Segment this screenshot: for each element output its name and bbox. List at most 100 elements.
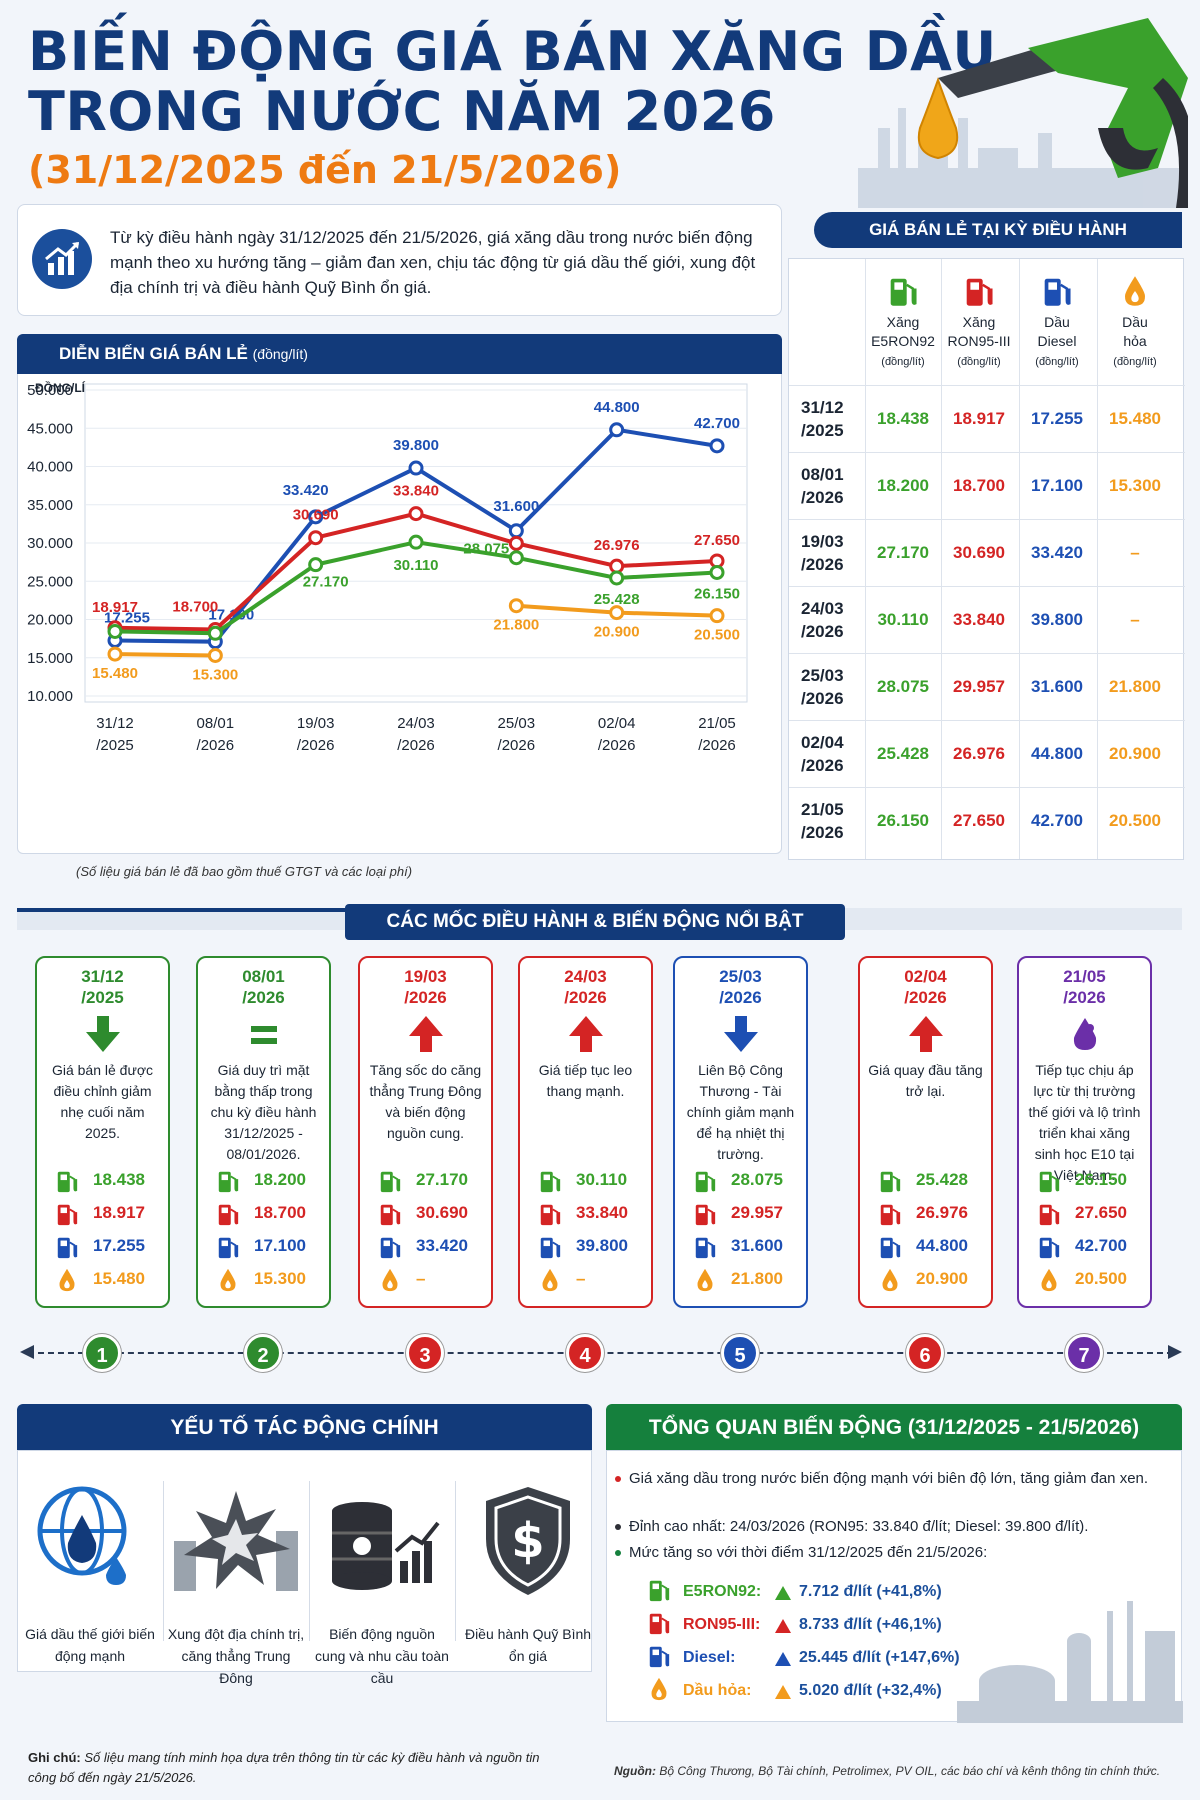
down-arrow-icon: [723, 1016, 758, 1052]
row-date: 24/03/2026: [801, 599, 844, 641]
x-tick-label: 19/03: [297, 715, 335, 732]
fuel-pump-icon: [57, 1204, 78, 1226]
milestone-price: 25.428: [872, 1168, 982, 1194]
factors-panel: Giá dầu thế giới biến động mạnh Xung đột…: [17, 1450, 592, 1686]
timeline-step-4: 4: [566, 1334, 604, 1372]
explosion-icon: [174, 1491, 298, 1591]
up-triangle-icon: [775, 1652, 791, 1666]
data-label-ron95: 18.700: [172, 598, 218, 615]
summary-bullet: Đỉnh cao nhất: 24/03/2026 (RON95: 33.840…: [615, 1515, 1149, 1538]
y-tick-label: 20.000: [27, 612, 73, 629]
x-tick-label: /2026: [498, 737, 536, 754]
milestone-card: 21/05/2026 Tiếp tục chịu áp lực từ thị tr…: [1017, 956, 1152, 1308]
oil-drop-icon: [542, 1268, 558, 1292]
fuel-pump-icon: [880, 1171, 901, 1193]
x-tick-label: 02/04: [598, 715, 636, 732]
data-label-e5: 28.075: [463, 541, 509, 558]
summary-bullet: Giá xăng dầu trong nước biến động mạnh v…: [615, 1467, 1149, 1490]
data-point-ron95: [508, 535, 524, 551]
milestone-price: 21.800: [687, 1267, 797, 1293]
milestone-price: 29.957: [687, 1201, 797, 1227]
milestone-desc: Giá bán lẻ được điều chỉnh giảm nhẹ cuối…: [51, 1062, 154, 1141]
summary-bullet: Mức tăng so với thời điểm 31/12/2025 đến…: [615, 1541, 1149, 1564]
price-cell: 27.170: [877, 543, 929, 562]
intro-text: Từ kỳ điều hành ngày 31/12/2025 đến 21/5…: [110, 228, 756, 297]
x-tick-label: /2026: [297, 737, 335, 754]
timeline-step-5: 5: [721, 1334, 759, 1372]
fuel-pump-icon: [1044, 278, 1071, 306]
price-cell: 25.428: [877, 744, 929, 763]
oil-drop-icon: [882, 1268, 898, 1292]
price-cell: 17.100: [1031, 476, 1083, 495]
up-triangle-icon: [775, 1619, 791, 1633]
data-point-diesel: [308, 509, 324, 525]
timeline-step-1: 1: [83, 1334, 121, 1372]
summary-increase-row: Dầu hỏa: 5.020 đ/lít (+32,4%): [647, 1676, 1127, 1706]
up-arrow-icon: [908, 1016, 943, 1052]
x-tick-label: 21/05: [698, 715, 736, 732]
fuel-pump-icon: [695, 1171, 716, 1193]
milestone-price: 18.917: [49, 1201, 159, 1227]
milestone-price: –: [532, 1267, 642, 1293]
y-tick-label: 30.000: [27, 535, 73, 552]
factor-item: Xung đột địa chính trị, căng thẳng Trung…: [166, 1471, 306, 1686]
data-point-e5: [508, 550, 524, 566]
data-point-kerosene: [107, 646, 123, 662]
data-point-diesel: [408, 460, 424, 476]
row-date: 08/01/2026: [801, 465, 844, 507]
x-tick-label: /2026: [598, 737, 636, 754]
milestone-price: 33.840: [532, 1201, 642, 1227]
column-label-2: Diesel: [1037, 333, 1077, 349]
row-date: 19/03/2026: [801, 532, 844, 574]
up-triangle-icon: [775, 1586, 791, 1600]
milestone-date: 08/01/2026: [242, 967, 285, 1007]
timeline-arrow-right: [1168, 1345, 1182, 1359]
price-row: 31/12/2025 18.438 18.917 17.255 15.480: [789, 385, 1185, 452]
column-unit: (đồng/lít): [1035, 356, 1079, 368]
y-tick-label: 50.000: [27, 382, 73, 399]
milestone-card: 19/03/2026 Tăng sốc do căng thẳng Trung Đ…: [358, 956, 493, 1308]
milestone-date: 19/03/2026: [404, 967, 447, 1007]
data-label-diesel: 31.600: [493, 498, 539, 515]
oil-drop-icon: [697, 1268, 713, 1292]
fuel-pump-icon: [218, 1237, 239, 1259]
intro-box: Từ kỳ điều hành ngày 31/12/2025 đến 21/5…: [17, 204, 782, 316]
chart-note: (Số liệu giá bán lẻ đã bao gồm thuế GTGT…: [76, 864, 413, 879]
fuel-pump-icon: [1039, 1237, 1060, 1259]
milestone-price: 42.700: [1031, 1234, 1141, 1260]
x-tick-label: /2026: [698, 737, 736, 754]
fuel-pump-icon: [218, 1171, 239, 1193]
milestone-price: 18.200: [210, 1168, 320, 1194]
milestone-price: 15.300: [210, 1267, 320, 1293]
price-cell: 30.690: [953, 543, 1005, 562]
title-line-1: BIẾN ĐỘNG GIÁ BÁN XĂNG DẦU: [28, 20, 997, 83]
price-cell: 42.700: [1031, 811, 1083, 830]
price-cell: 39.800: [1031, 610, 1083, 629]
up-arrow-icon: [568, 1016, 603, 1052]
price-cell: 33.420: [1031, 543, 1083, 562]
data-label-ron95: 26.976: [594, 537, 640, 554]
price-table-title: GIÁ BÁN LẺ TẠI KỲ ĐIỀU HÀNH: [814, 212, 1182, 248]
fuel-pump-icon: [880, 1237, 901, 1259]
factor-label: Biến động nguồn cung và nhu cầu toàn cầu: [315, 1626, 449, 1686]
x-tick-label: /2026: [197, 737, 235, 754]
data-point-e5: [107, 623, 123, 639]
x-tick-label: /2026: [397, 737, 435, 754]
price-table: Xăng E5RON92 (đồng/lít) Xăng RON95-III (đồng/…: [788, 258, 1185, 860]
summary-increase-row: Diesel: 25.445 đ/lít (+147,6%): [647, 1643, 1127, 1673]
milestone-price: 18.700: [210, 1201, 320, 1227]
factor-label: Điều hành Quỹ Bình ổn giá: [464, 1626, 592, 1664]
fuel-pump-icon: [695, 1237, 716, 1259]
oil-drop-icon: [1073, 1018, 1096, 1050]
milestone-card: 24/03/2026 Giá tiếp tục leo thang mạnh. 30…: [518, 956, 653, 1308]
data-point-kerosene: [207, 647, 223, 663]
milestones-title: CÁC MỐC ĐIỀU HÀNH & BIẾN ĐỘNG NỔI BẬT: [345, 904, 845, 940]
fuel-pump-icon: [380, 1237, 401, 1259]
data-point-diesel: [709, 438, 725, 454]
factor-label: Giá dầu thế giới biến động mạnh: [25, 1626, 155, 1664]
oil-drop-icon: [382, 1268, 398, 1292]
milestone-desc: Giá duy trì mặt bằng thấp trong chu kỳ đ…: [210, 1062, 317, 1162]
data-label-ron95: 27.650: [694, 532, 740, 549]
x-tick-label: 08/01: [197, 715, 235, 732]
milestone-price: 15.480: [49, 1267, 159, 1293]
